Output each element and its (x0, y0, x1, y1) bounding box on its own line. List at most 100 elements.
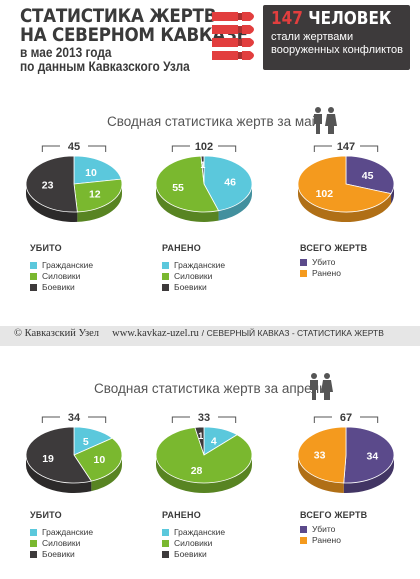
total-label: 147 (337, 141, 355, 153)
slice-value-label: 5 (83, 436, 89, 448)
total-label: 102 (195, 141, 213, 153)
pie-side (298, 455, 344, 493)
cartridge-bullet (242, 25, 254, 34)
legend-item-militant: Боевики (30, 549, 93, 560)
legend-head: УБИТО (30, 510, 62, 520)
man-head (311, 373, 317, 379)
slice-value-label: 12 (89, 188, 101, 200)
slice-value-label: 28 (191, 465, 203, 477)
legend-item-wounded: Ранено (300, 268, 367, 279)
legend-label: Убито (312, 524, 336, 534)
legend-label: Боевики (42, 282, 75, 292)
legend-item-civilian: Гражданские (162, 260, 225, 271)
total-victims-word: ЧЕЛОВЕК (308, 8, 392, 29)
swatch-wounded (300, 536, 307, 544)
pie-side (343, 455, 394, 493)
source-strip (0, 326, 420, 346)
cartridge-case (212, 38, 238, 47)
source-caption: СЕВЕРНЫЙ КАВКАЗ - СТАТИСТИКА ЖЕРТВ (206, 328, 384, 338)
total-victims-number: 147 ЧЕЛОВЕК (271, 10, 391, 28)
total-victims-box: 147 ЧЕЛОВЕК стали жертвами вооруженных к… (263, 5, 410, 70)
legend-label: Силовики (174, 538, 213, 548)
swatch-civilian (30, 261, 37, 269)
title-line-2: НА СЕВЕРНОМ КАВКАЗЕ (20, 24, 248, 46)
swatch-killed (300, 525, 307, 533)
legend-label: Ранено (312, 268, 341, 278)
cartridge-rim (238, 52, 242, 59)
legend-head: РАНЕНО (162, 510, 201, 520)
pie-side (218, 184, 252, 221)
legend-head: ВСЕГО ЖЕРТВ (300, 243, 368, 253)
pie-убито: 45 10 12 23 (25, 141, 123, 222)
source-url[interactable]: www.kavkaz-uzel.ru (112, 328, 199, 339)
pie-side (91, 455, 122, 492)
slice-value-label: 10 (85, 167, 97, 179)
legend-item-militant: Боевики (162, 549, 225, 560)
pie-slice (297, 426, 347, 484)
legend-label: Гражданские (42, 527, 94, 537)
cartridge-rim (238, 26, 242, 33)
section-title-april: Сводная статистика жертв за апрель (94, 381, 327, 396)
pie-ранено: 102 46 55 1 (155, 141, 253, 222)
slice-value-label: 46 (224, 177, 236, 189)
slice-value-label: 45 (362, 170, 374, 182)
legend-item-security: Силовики (162, 271, 225, 282)
total-label: 45 (68, 141, 80, 153)
pie-slice (297, 155, 392, 213)
pie-slice (25, 426, 92, 484)
pie-slice (73, 437, 123, 482)
cartridges-icon (212, 12, 254, 60)
total-bracket (313, 145, 379, 152)
pie-slice (73, 178, 123, 213)
man-body (310, 380, 318, 400)
swatch-killed (300, 258, 307, 266)
cartridge-bullet (242, 51, 254, 60)
pie-slice (345, 155, 395, 195)
legend-item-civilian: Гражданские (30, 260, 93, 271)
pie-slice (343, 426, 395, 484)
total-bracket (313, 416, 379, 423)
man-body (314, 114, 322, 134)
swatch-security (30, 539, 37, 547)
cartridge-rim (238, 13, 242, 20)
legend-item-killed: Убито (300, 257, 367, 268)
pie-side (156, 455, 252, 493)
pie-ранено: 334 28 1 (155, 412, 253, 493)
cartridge-bullet (242, 38, 254, 47)
total-victims-caption: стали жертвами вооруженных конфликтов (271, 31, 403, 56)
total-label: 34 (68, 412, 81, 424)
legend-label: Боевики (42, 549, 75, 559)
legend-label: Силовики (174, 271, 213, 281)
total-bracket (171, 416, 237, 423)
pie-side (26, 184, 78, 222)
legend-label: Гражданские (174, 527, 226, 537)
slice-value-label: 1 (200, 160, 205, 170)
slice-value-label: 55 (172, 182, 184, 194)
copyright: © Кавказский Узел (14, 328, 100, 339)
legend-item-security: Силовики (162, 538, 225, 549)
swatch-militant (162, 550, 169, 558)
swatch-security (162, 272, 169, 280)
total-bracket (41, 145, 107, 152)
cartridge-case (212, 51, 238, 60)
legend-label: Гражданские (174, 260, 226, 270)
pie-slice (25, 155, 78, 213)
slice-value-label: 33 (314, 450, 326, 462)
swatch-wounded (300, 269, 307, 277)
pie-side (77, 184, 122, 222)
legend-total-april: ВСЕГО ЖЕРТВ Убито Ранено (300, 510, 367, 546)
legend-item-civilian: Гражданские (30, 527, 93, 538)
total-label: 33 (198, 412, 210, 424)
slice-value-label: 4 (211, 436, 217, 448)
title-line-1: СТАТИСТИКА ЖЕРТВ (20, 5, 217, 27)
man-woman-icon (314, 107, 337, 134)
source-text: © Кавказский Узел www.kavkaz-uzel.ru / С… (14, 328, 384, 339)
swatch-militant (162, 283, 169, 291)
pie-side (298, 184, 392, 222)
pie-slice (155, 155, 220, 213)
section-title-may: Сводная статистика жертв за май (107, 114, 320, 129)
total-label: 67 (340, 412, 352, 424)
total-bracket (171, 145, 237, 152)
slice-value-label: 1 (198, 431, 203, 441)
